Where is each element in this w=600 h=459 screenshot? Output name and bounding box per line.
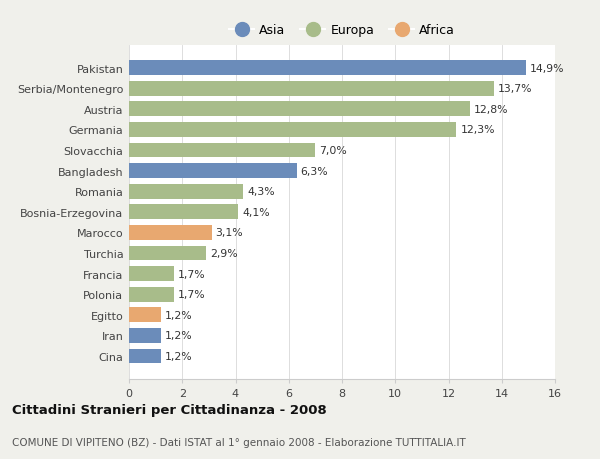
Text: 13,7%: 13,7% — [498, 84, 532, 94]
Text: 7,0%: 7,0% — [319, 146, 347, 156]
Bar — [129, 61, 526, 76]
Bar — [129, 287, 174, 302]
Text: 1,2%: 1,2% — [165, 330, 193, 341]
Bar — [129, 102, 470, 117]
Bar — [129, 185, 244, 199]
Text: 14,9%: 14,9% — [530, 63, 564, 73]
Bar — [129, 143, 316, 158]
Text: 3,1%: 3,1% — [215, 228, 243, 238]
Bar — [129, 82, 494, 96]
Bar — [129, 246, 206, 261]
Bar — [129, 267, 174, 281]
Text: 4,1%: 4,1% — [242, 207, 270, 217]
Text: 2,9%: 2,9% — [210, 248, 238, 258]
Text: 1,7%: 1,7% — [178, 269, 206, 279]
Legend: Asia, Europa, Africa: Asia, Europa, Africa — [224, 19, 460, 42]
Bar — [129, 349, 161, 364]
Bar — [129, 308, 161, 322]
Bar — [129, 225, 212, 240]
Text: 12,8%: 12,8% — [474, 105, 508, 114]
Text: 1,2%: 1,2% — [165, 351, 193, 361]
Text: 4,3%: 4,3% — [247, 187, 275, 197]
Text: COMUNE DI VIPITENO (BZ) - Dati ISTAT al 1° gennaio 2008 - Elaborazione TUTTITALI: COMUNE DI VIPITENO (BZ) - Dati ISTAT al … — [12, 437, 466, 447]
Text: 6,3%: 6,3% — [301, 166, 328, 176]
Bar — [129, 328, 161, 343]
Text: Cittadini Stranieri per Cittadinanza - 2008: Cittadini Stranieri per Cittadinanza - 2… — [12, 403, 327, 416]
Text: 1,2%: 1,2% — [165, 310, 193, 320]
Bar — [129, 123, 457, 138]
Bar — [129, 164, 297, 179]
Text: 1,7%: 1,7% — [178, 290, 206, 299]
Text: 12,3%: 12,3% — [460, 125, 495, 135]
Bar — [129, 205, 238, 220]
